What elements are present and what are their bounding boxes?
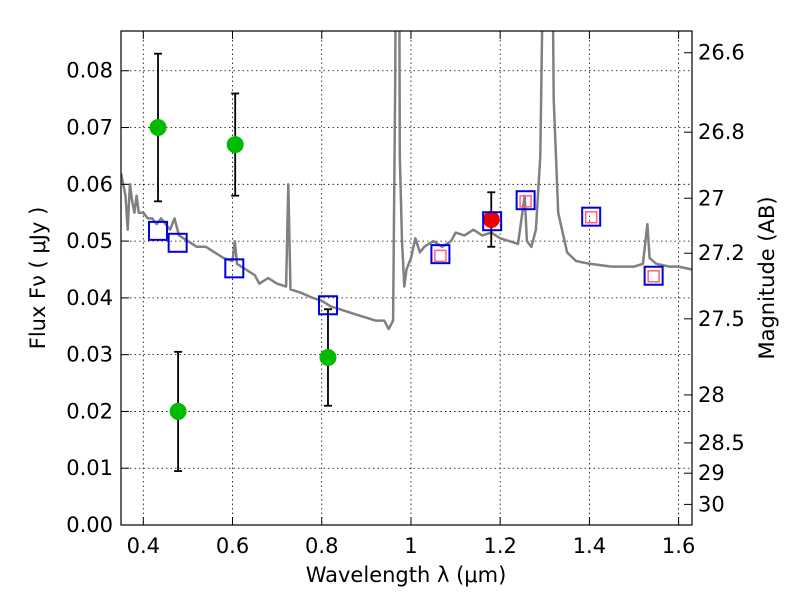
x-axis-title: Wavelength λ (μm) [306,563,507,587]
y-axis-ticks: 0.00 0.01 0.02 0.03 0.04 0.05 0.06 0.07 0.08 [66,59,129,537]
y-axis-title: Flux Fν ( μJy ) [26,207,50,350]
x-tick-label: 1.4 [573,534,606,558]
data-point [482,211,500,229]
plot-area [121,31,692,472]
y-tick-label: 0.08 [66,59,113,83]
right-tick-label: 28 [698,383,725,407]
spectrum-line [121,31,692,331]
right-tick-label: 28.5 [698,431,745,455]
model-square-small [584,210,598,224]
x-tick-label: 0.6 [216,534,249,558]
spectrum-layer [121,31,692,331]
right-tick-label: 26.8 [698,120,745,144]
y-tick-label: 0.05 [66,229,113,253]
model-square [430,244,451,265]
x-axis-ticks: 0.4 0.6 0.8 1 1.2 1.4 1.6 [127,31,695,558]
right-axis-title: Magnitude (AB) [755,196,779,359]
marker-layer [148,119,664,420]
data-point [319,348,337,366]
data-point [169,402,187,420]
y-tick-label: 0.03 [66,343,113,367]
right-axis-ticks: 26.6 26.8 27 27.2 27.5 28 28.5 29 30 [684,41,745,516]
model-square [148,220,169,241]
x-tick-label: 1.2 [483,534,516,558]
y-tick-label: 0.01 [66,456,113,480]
y-tick-label: 0.04 [66,286,113,310]
model-square-small [647,270,660,283]
model-square [482,211,503,232]
y-tick-label: 0.07 [66,116,113,140]
x-tick-label: 0.4 [127,534,160,558]
right-tick-label: 27 [698,186,725,210]
plot-frame [120,30,693,526]
data-point [149,119,167,137]
model-square [317,295,338,316]
x-tick-label: 1.6 [662,534,695,558]
model-square [643,265,664,286]
model-square [515,190,536,211]
right-tick-label: 30 [698,492,725,516]
x-tick-label: 0.8 [305,534,338,558]
x-tick-label: 1 [404,534,417,558]
model-square-small [434,249,447,263]
model-square [581,206,602,227]
y-tick-label: 0.06 [66,172,113,196]
model-square [167,232,188,253]
right-tick-label: 26.6 [698,41,745,65]
model-square [224,258,245,279]
right-tick-label: 27.5 [698,307,745,331]
y-tick-label: 0.00 [66,513,113,537]
model-square-small [519,195,532,208]
y-tick-label: 0.02 [66,399,113,423]
right-tick-label: 27.2 [698,241,745,265]
right-tick-label: 29 [698,461,725,485]
data-point [226,136,244,154]
